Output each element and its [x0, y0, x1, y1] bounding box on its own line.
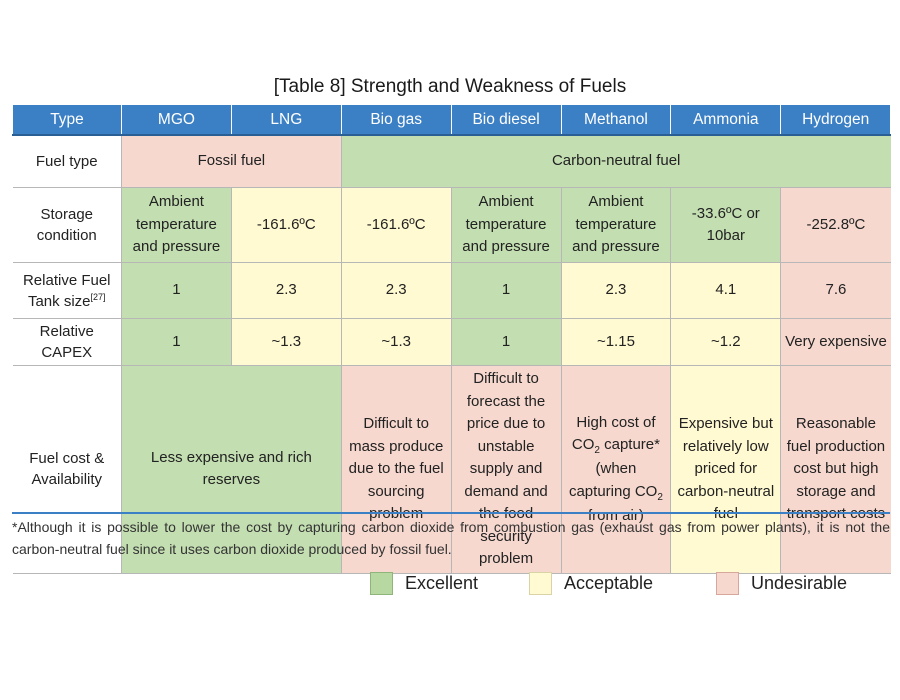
legend-label-acceptable: Acceptable	[564, 573, 654, 593]
cell-fossil-fuel: Fossil fuel	[121, 134, 342, 188]
tank-size-label-text: Relative Fuel Tank size	[22, 271, 111, 310]
header-hydrogen: Hydrogen	[780, 105, 892, 136]
row-label-tank-size: Relative Fuel Tank size[27]	[12, 262, 122, 319]
cell-storage-biogas: -161.6ºC	[340, 187, 452, 263]
cell-cost-ammonia: Expensive but relatively low priced for …	[670, 365, 782, 574]
cell-tank-methanol: 2.3	[560, 262, 672, 319]
cell-carbon-neutral-fuel: Carbon-neutral fuel	[340, 134, 891, 188]
row-label-capex: Relative CAPEX	[12, 318, 122, 366]
row-storage-condition: Storage condition Ambient temperature an…	[12, 187, 891, 263]
co2-subscript-1: 2	[594, 445, 600, 456]
legend-item-excellent: Excellent	[370, 572, 478, 595]
co2-subscript-2: 2	[657, 491, 663, 503]
legend: Excellent Acceptable Undesirable	[0, 572, 900, 600]
row-fuel-cost: Fuel cost & Availability Less expensive …	[12, 365, 891, 574]
fuel-comparison-table: Type MGO LNG Bio gas Bio diesel Methanol…	[12, 105, 892, 574]
row-capex: Relative CAPEX 1 ~1.3 ~1.3 1 ~1.15 ~1.2 …	[12, 318, 891, 366]
cell-storage-biodiesel: Ambient temperature and pressure	[450, 187, 562, 263]
cell-cost-fossil: Less expensive and rich reserves	[121, 365, 342, 574]
cell-cost-biogas: Difficult to mass produce due to the fue…	[340, 365, 452, 574]
cell-storage-lng: -161.6ºC	[230, 187, 342, 263]
cell-tank-ammonia: 4.1	[670, 262, 782, 319]
cell-capex-methanol: ~1.15	[560, 318, 672, 366]
cell-storage-hydrogen: -252.8ºC	[780, 187, 891, 263]
legend-item-acceptable: Acceptable	[529, 572, 653, 595]
methanol-cost-text-3: from air)	[588, 506, 644, 524]
cell-tank-biogas: 2.3	[340, 262, 452, 319]
header-row: Type MGO LNG Bio gas Bio diesel Methanol…	[12, 105, 892, 136]
row-label-fuel-type: Fuel type	[12, 134, 122, 188]
row-label-fuel-cost: Fuel cost & Availability	[12, 365, 122, 574]
cell-tank-lng: 2.3	[230, 262, 342, 319]
cell-capex-biodiesel: 1	[450, 318, 562, 366]
row-fuel-type: Fuel type Fossil fuel Carbon-neutral fue…	[12, 134, 891, 188]
cell-cost-hydrogen: Reasonable fuel production cost but high…	[780, 365, 891, 574]
footnote: *Although it is possible to lower the co…	[12, 519, 890, 557]
header-mgo: MGO	[121, 105, 232, 136]
table-title: [Table 8] Strength and Weakness of Fuels	[273, 76, 627, 97]
row-tank-size: Relative Fuel Tank size[27] 1 2.3 2.3 1 …	[12, 262, 891, 319]
cell-cost-methanol: High cost of CO2 capture* (when capturin…	[560, 365, 672, 574]
cell-tank-biodiesel: 1	[450, 262, 562, 319]
cell-cost-biodiesel: Difficult to forecast the price due to u…	[450, 365, 562, 574]
header-lng: LNG	[230, 105, 342, 136]
legend-item-undesirable: Undesirable	[716, 572, 847, 595]
header-ammonia: Ammonia	[670, 105, 782, 136]
cell-capex-hydrogen: Very expensive	[780, 318, 891, 366]
cell-tank-mgo: 1	[121, 262, 232, 319]
legend-swatch-excellent	[370, 572, 393, 595]
row-label-storage: Storage condition	[12, 187, 122, 263]
methanol-cost-text-1: High cost of CO	[571, 413, 656, 454]
cell-capex-mgo: 1	[121, 318, 232, 366]
methanol-cost-text-2: capture* (when capturing CO	[568, 436, 660, 500]
legend-swatch-undesirable	[716, 572, 739, 595]
legend-swatch-acceptable	[529, 572, 552, 595]
header-biogas: Bio gas	[340, 105, 452, 136]
cell-capex-lng: ~1.3	[230, 318, 342, 366]
header-biodiesel: Bio diesel	[450, 105, 562, 136]
cell-storage-ammonia: -33.6ºC or 10bar	[670, 187, 782, 263]
cell-capex-biogas: ~1.3	[340, 318, 452, 366]
cell-storage-mgo: Ambient temperature and pressure	[121, 187, 232, 263]
cell-storage-methanol: Ambient temperature and pressure	[560, 187, 672, 263]
header-type: Type	[12, 105, 122, 136]
header-methanol: Methanol	[560, 105, 672, 136]
cell-tank-hydrogen: 7.6	[780, 262, 891, 319]
cell-capex-ammonia: ~1.2	[670, 318, 782, 366]
legend-label-excellent: Excellent	[405, 573, 479, 593]
legend-label-undesirable: Undesirable	[751, 573, 848, 593]
table-bottom-rule	[12, 512, 890, 514]
tank-size-reference: [27]	[90, 291, 106, 302]
